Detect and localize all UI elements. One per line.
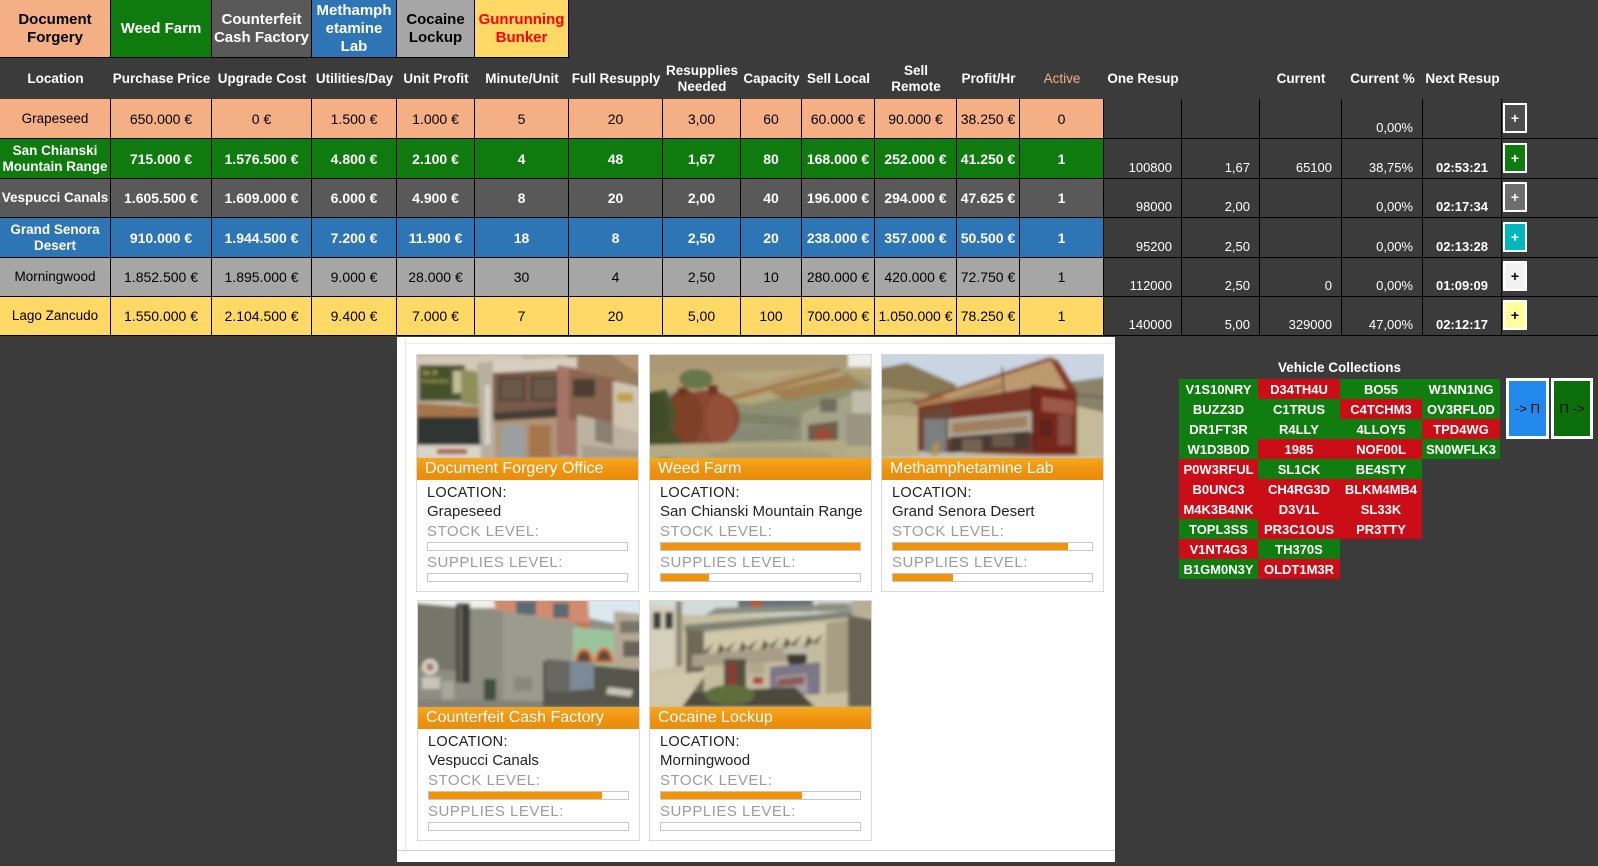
svg-text:reswinded: reswinded [421, 379, 448, 385]
svg-text:3a 3t: 3a 3t [422, 370, 438, 377]
